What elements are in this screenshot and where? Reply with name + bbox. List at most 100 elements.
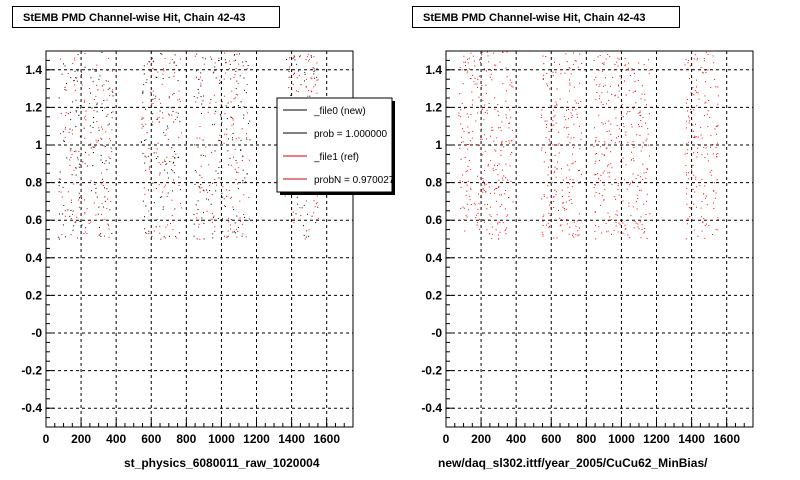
data-point (242, 155, 244, 157)
data-point (571, 163, 573, 165)
data-point (175, 111, 177, 113)
data-point (293, 222, 295, 224)
data-point (563, 107, 564, 108)
data-point (472, 99, 474, 101)
data-point (244, 177, 246, 179)
data-point (700, 67, 702, 69)
data-point (314, 84, 316, 86)
data-point (244, 216, 245, 218)
data-point (501, 194, 502, 196)
data-point (598, 141, 600, 142)
data-point (313, 56, 315, 58)
data-point (233, 106, 235, 108)
data-point (78, 114, 80, 116)
data-point (595, 184, 596, 186)
y-tick-label: 1.2 (25, 100, 42, 114)
data-point (511, 152, 513, 153)
data-point (495, 169, 497, 170)
data-point (556, 88, 558, 90)
data-point (615, 213, 617, 215)
data-point (243, 106, 245, 108)
data-point (479, 75, 480, 77)
data-point (286, 59, 287, 60)
data-point (247, 65, 249, 66)
data-point (601, 122, 603, 124)
y-tick-label: -0.2 (421, 364, 442, 378)
data-point (605, 58, 607, 60)
data-point (200, 165, 202, 167)
data-point (157, 117, 159, 119)
data-point (100, 235, 102, 237)
data-point (201, 103, 203, 105)
data-point (111, 112, 113, 114)
data-point (163, 68, 164, 70)
data-point (107, 124, 109, 126)
data-point (155, 188, 157, 189)
data-point (476, 224, 478, 226)
data-point (701, 201, 703, 202)
data-point (307, 213, 309, 215)
data-point (152, 61, 154, 63)
data-point (541, 147, 543, 149)
data-point (307, 56, 308, 58)
data-point (613, 196, 615, 198)
data-point (67, 191, 69, 193)
data-point (104, 235, 105, 237)
data-point (646, 138, 648, 140)
data-point (554, 154, 556, 156)
x-tick-label: 1400 (678, 432, 705, 446)
data-point (79, 220, 81, 222)
data-point (175, 153, 177, 155)
data-point (173, 121, 175, 123)
data-point (152, 68, 154, 69)
data-point (715, 192, 717, 194)
data-point (160, 164, 162, 165)
data-point (578, 234, 580, 236)
data-point (82, 161, 84, 163)
data-point (642, 142, 644, 144)
data-point (572, 179, 574, 181)
data-point (78, 206, 80, 208)
data-point (567, 101, 568, 103)
data-point (156, 77, 158, 78)
data-point (296, 63, 298, 65)
data-point (221, 121, 223, 123)
data-point (93, 110, 95, 112)
data-point (142, 200, 144, 202)
data-point (228, 190, 230, 192)
data-point (229, 60, 231, 62)
x-tick-label: 200 (471, 432, 491, 446)
data-point (644, 93, 646, 95)
data-point (560, 224, 562, 226)
data-point (693, 203, 695, 205)
data-point (501, 141, 503, 143)
data-point (701, 179, 703, 180)
data-point (509, 109, 511, 111)
data-point (230, 196, 232, 198)
data-point (551, 125, 553, 127)
data-point (593, 60, 595, 61)
data-point (63, 204, 65, 206)
data-point (234, 231, 235, 233)
data-point (471, 137, 473, 139)
data-point (558, 143, 560, 145)
data-point (546, 120, 548, 122)
data-point (479, 144, 480, 146)
data-point (502, 179, 504, 181)
data-point (569, 68, 571, 70)
data-point (510, 181, 512, 183)
data-point (505, 233, 507, 235)
data-point (504, 193, 506, 195)
data-point (609, 85, 611, 87)
data-point (618, 90, 620, 92)
data-point (62, 224, 64, 226)
data-point (81, 84, 83, 86)
data-point (140, 142, 142, 144)
data-point (614, 142, 616, 144)
data-point (158, 162, 160, 164)
data-point (707, 53, 709, 55)
data-point (642, 178, 644, 180)
data-point (502, 51, 504, 53)
data-point (223, 198, 225, 200)
data-point (474, 65, 476, 67)
